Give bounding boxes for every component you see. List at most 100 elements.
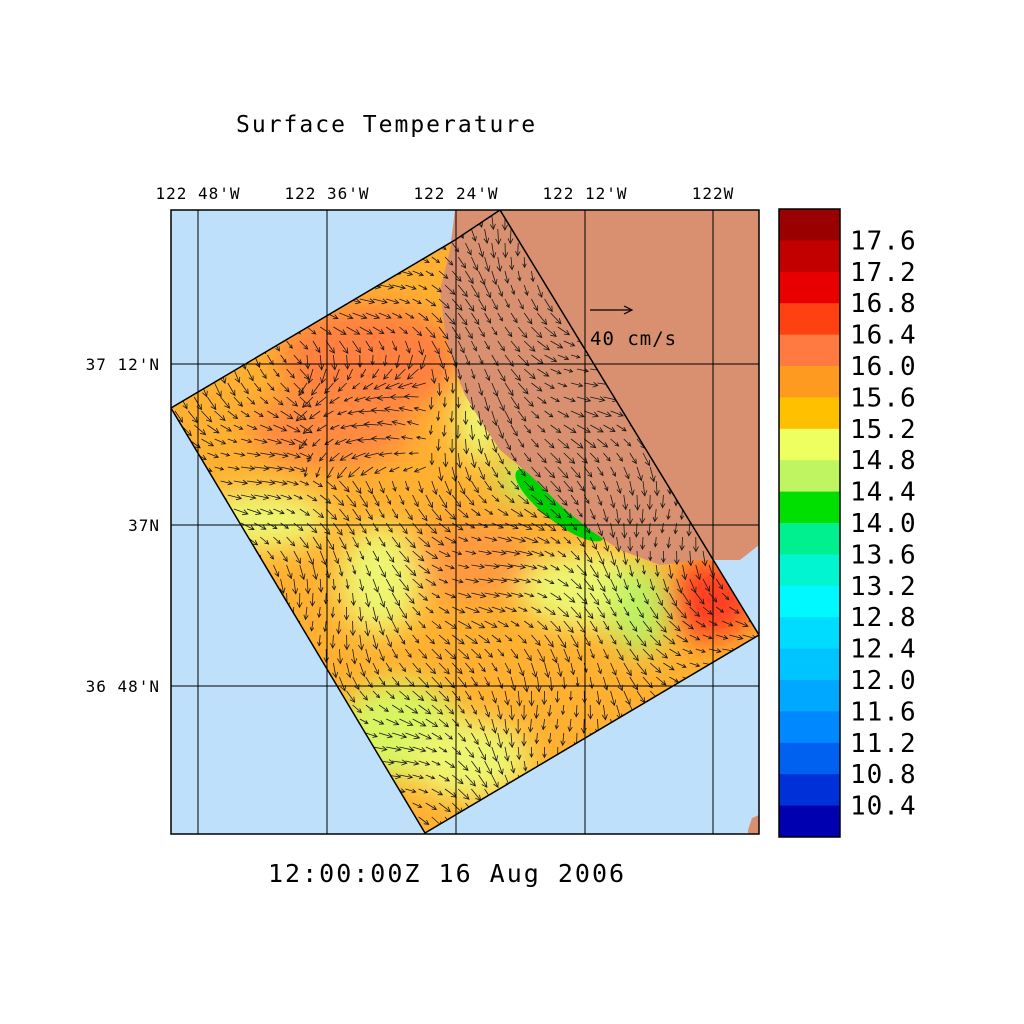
velocity-vector bbox=[405, 340, 411, 354]
velocity-vector bbox=[491, 549, 507, 556]
velocity-vector bbox=[610, 578, 617, 592]
velocity-vector bbox=[259, 368, 267, 380]
velocity-vector bbox=[399, 606, 408, 619]
velocity-vector bbox=[491, 662, 498, 672]
velocity-vector bbox=[399, 773, 414, 780]
velocity-vector bbox=[391, 508, 399, 519]
velocity-vector bbox=[457, 732, 466, 742]
velocity-vector bbox=[589, 480, 596, 491]
velocity-vector bbox=[573, 704, 579, 718]
velocity-vector bbox=[547, 704, 553, 717]
velocity-vector bbox=[550, 396, 560, 402]
velocity-vector bbox=[509, 256, 515, 271]
velocity-vector bbox=[623, 690, 631, 706]
velocity-vector bbox=[510, 424, 518, 437]
velocity-vector bbox=[329, 396, 340, 404]
velocity-vector bbox=[438, 326, 449, 340]
velocity-vector bbox=[478, 577, 494, 584]
velocity-vector bbox=[484, 760, 492, 775]
velocity-vector bbox=[616, 564, 622, 579]
velocity-vector bbox=[623, 466, 630, 480]
velocity-vector bbox=[484, 536, 498, 542]
velocity-vector bbox=[629, 620, 638, 633]
velocity-vector bbox=[246, 451, 261, 458]
velocity-vector bbox=[584, 410, 600, 418]
velocity-vector bbox=[306, 494, 318, 502]
colorbar bbox=[779, 209, 840, 838]
velocity-vector bbox=[378, 480, 385, 494]
velocity-vector bbox=[444, 564, 455, 570]
velocity-vector bbox=[497, 424, 504, 440]
velocity-vector bbox=[405, 508, 413, 521]
velocity-vector bbox=[576, 424, 591, 433]
velocity-vector bbox=[456, 396, 461, 409]
velocity-vector bbox=[669, 676, 679, 683]
velocity-vector bbox=[517, 662, 525, 677]
velocity-vector bbox=[438, 662, 450, 675]
velocity-vector bbox=[372, 662, 379, 675]
velocity-vector bbox=[296, 592, 303, 609]
velocity-vector bbox=[610, 494, 616, 509]
velocity-vector bbox=[425, 606, 434, 614]
velocity-vector bbox=[689, 578, 697, 594]
velocity-vector bbox=[286, 508, 296, 514]
velocity-vector bbox=[615, 536, 622, 553]
velocity-vector bbox=[444, 704, 455, 715]
velocity-vector bbox=[567, 718, 573, 733]
velocity-vector bbox=[444, 340, 453, 355]
velocity-vector bbox=[507, 228, 514, 245]
velocity-vector bbox=[478, 746, 487, 761]
velocity-vector bbox=[385, 494, 392, 506]
velocity-vector bbox=[362, 382, 374, 390]
velocity-vector bbox=[531, 382, 543, 392]
colorbar-swatch bbox=[779, 774, 840, 807]
velocity-vector bbox=[471, 563, 486, 570]
lon-label: 122 24'W bbox=[413, 184, 498, 203]
velocity-vector bbox=[458, 536, 469, 542]
velocity-vector bbox=[388, 466, 400, 473]
velocity-vector bbox=[537, 312, 548, 326]
velocity-vector bbox=[491, 466, 498, 478]
velocity-vector bbox=[523, 508, 538, 518]
velocity-vector bbox=[523, 396, 534, 407]
velocity-vector bbox=[378, 592, 386, 608]
velocity-vector bbox=[383, 406, 400, 413]
velocity-vector bbox=[557, 410, 570, 418]
velocity-vector bbox=[273, 508, 285, 515]
velocity-vector bbox=[312, 480, 324, 488]
velocity-vector bbox=[663, 634, 676, 645]
velocity-vector bbox=[623, 662, 632, 677]
velocity-vector bbox=[406, 420, 419, 426]
velocity-vector bbox=[429, 452, 435, 466]
velocity-vector bbox=[233, 452, 246, 457]
velocity-vector bbox=[412, 578, 424, 589]
velocity-vector bbox=[403, 393, 419, 400]
velocity-vector bbox=[438, 690, 450, 702]
velocity-vector bbox=[425, 774, 436, 780]
velocity-vector bbox=[413, 466, 426, 473]
velocity-vector bbox=[491, 382, 499, 397]
velocity-vector bbox=[524, 564, 538, 570]
velocity-vector bbox=[471, 732, 479, 746]
colorbar-swatch bbox=[779, 680, 840, 712]
velocity-vector bbox=[537, 368, 550, 377]
velocity-vector bbox=[491, 774, 499, 789]
velocity-vector bbox=[444, 480, 452, 496]
velocity-vector bbox=[518, 550, 534, 557]
velocity-vector bbox=[496, 256, 503, 272]
velocity-vector bbox=[364, 620, 371, 637]
velocity-vector bbox=[438, 802, 451, 813]
velocity-vector bbox=[425, 298, 437, 307]
velocity-vector bbox=[273, 536, 282, 545]
velocity-vector bbox=[412, 746, 427, 753]
velocity-vector bbox=[372, 690, 381, 699]
velocity-vector bbox=[682, 620, 695, 630]
velocity-vector bbox=[457, 508, 469, 519]
velocity-vector bbox=[307, 452, 314, 463]
velocity-vector bbox=[510, 368, 522, 382]
lat-label: 37N bbox=[128, 516, 160, 535]
velocity-vector bbox=[286, 564, 293, 580]
colorbar-swatch bbox=[779, 209, 840, 241]
velocity-vector bbox=[695, 564, 702, 581]
